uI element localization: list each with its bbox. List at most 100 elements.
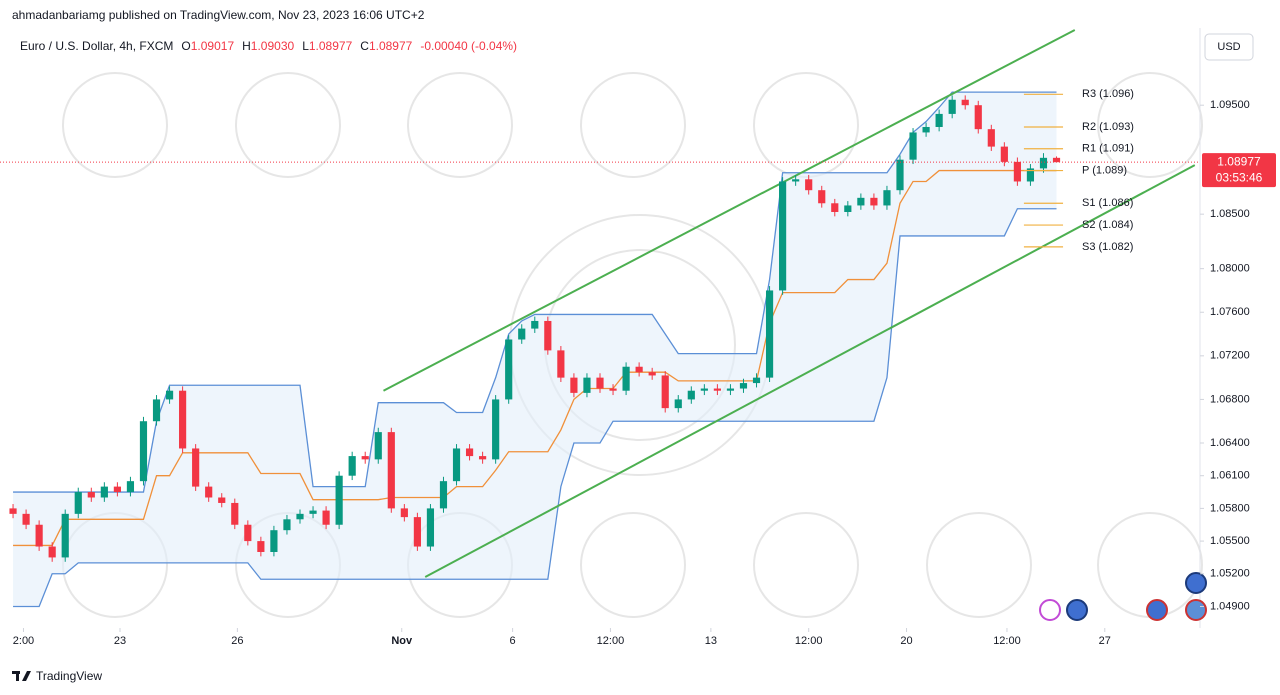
candle-body: [309, 510, 317, 514]
candle-body: [9, 508, 17, 514]
candle-body: [22, 513, 30, 525]
y-tick-label: 1.04900: [1210, 600, 1250, 612]
y-tick-label: 1.05500: [1210, 535, 1250, 547]
candle-body: [374, 432, 382, 460]
candle-body: [883, 190, 891, 206]
candle-body: [100, 486, 108, 498]
candle-body: [713, 388, 721, 391]
band-line: [13, 169, 1057, 547]
symbol: Euro / U.S. Dollar, 4h, FXCM: [20, 39, 173, 53]
y-tick-label: 1.06800: [1210, 393, 1250, 405]
candle-body: [387, 432, 395, 509]
candle-body: [413, 517, 421, 547]
candle-body: [831, 203, 839, 212]
countdown: 03:53:46: [1216, 170, 1263, 184]
candle-body: [283, 519, 291, 531]
candle-body: [87, 492, 95, 498]
y-tick-label: 1.05200: [1210, 568, 1250, 580]
change: -0.00040 (-0.04%): [420, 39, 517, 53]
last-price-box: [1202, 153, 1276, 188]
candle-body: [361, 456, 369, 460]
legend-value: 1.09017: [191, 39, 235, 53]
candle-body: [779, 181, 787, 291]
candle-body: [126, 481, 135, 493]
legend: Euro / U.S. Dollar, 4h, FXCM O1.09017 H1.0…: [20, 39, 517, 53]
x-tick-label: 26: [231, 635, 243, 647]
brand-logo: [12, 671, 31, 681]
candle-body: [218, 497, 226, 503]
candle-body: [113, 486, 121, 493]
currency[interactable]: USD: [1217, 41, 1240, 53]
candle-body: [544, 320, 552, 351]
candle-body: [1000, 146, 1008, 162]
pivot-label: S2 (1.084): [1082, 219, 1133, 231]
candle-body: [752, 377, 761, 384]
x-tick-label: 2:00: [13, 635, 34, 647]
y-tick-label: 1.09500: [1210, 99, 1250, 111]
legend-key: C: [360, 39, 369, 53]
band-line: [13, 91, 1057, 493]
candle-body: [922, 126, 930, 133]
candle-body: [818, 190, 826, 204]
x-tick-label: 23: [114, 635, 126, 647]
candle-body: [74, 492, 82, 514]
candle-body: [935, 113, 943, 127]
candle-body: [948, 99, 956, 114]
candle-body: [531, 320, 539, 329]
candle-body: [479, 456, 487, 460]
x-tick-label: 12:00: [993, 635, 1021, 647]
x-tick-label: Nov: [391, 635, 413, 647]
candle-body: [857, 197, 865, 206]
candle-body: [1052, 157, 1061, 163]
candle-body: [35, 524, 43, 547]
candle-body: [322, 510, 330, 525]
y-tick-label: 1.05800: [1210, 502, 1250, 514]
candle-body: [505, 339, 513, 400]
candle-body: [231, 502, 239, 525]
trend-line: [424, 164, 1196, 578]
candle-body: [896, 159, 904, 191]
x-tick-label: 12:00: [597, 635, 625, 647]
x-tick-label: 20: [900, 635, 912, 647]
candle-body: [609, 388, 617, 391]
candle-body: [570, 377, 578, 393]
candle-body: [1026, 168, 1035, 182]
candle-body: [635, 366, 643, 373]
event-icons: [1039, 572, 1207, 621]
candle-body: [987, 129, 995, 147]
candle-body: [648, 372, 656, 376]
plot-area: [9, 29, 1196, 608]
candle-body: [400, 508, 408, 518]
trend-line: [383, 29, 1076, 392]
channel-fill: [13, 92, 1057, 607]
candle-body: [165, 390, 174, 400]
candle-body: [452, 448, 461, 482]
pivot-label: R2 (1.093): [1082, 121, 1134, 133]
legend-value: 1.08977: [309, 39, 353, 53]
candle-body: [1039, 157, 1048, 169]
brand: TradingView: [36, 669, 102, 683]
x-tick-label: 6: [510, 635, 516, 647]
x-tick-label: 27: [1099, 635, 1111, 647]
y-tick-label: 1.07600: [1210, 306, 1250, 318]
last-price-label: 1.08977: [1217, 154, 1261, 168]
legend-value: 1.09030: [251, 39, 295, 53]
candle-body: [270, 530, 278, 552]
candle-body: [296, 513, 304, 520]
candle-body: [909, 132, 917, 160]
candle-body: [152, 399, 161, 422]
candle-body: [192, 448, 200, 487]
candle-body: [792, 179, 800, 182]
candle-body: [426, 508, 435, 547]
pivot-label: P (1.089): [1082, 164, 1127, 176]
candle-body: [257, 541, 265, 552]
currency-box[interactable]: [1204, 33, 1254, 61]
candle-body: [765, 290, 774, 378]
y-tick-label: 1.08000: [1210, 263, 1250, 275]
candle-body: [205, 486, 213, 498]
candle-body: [439, 481, 448, 509]
candle-body: [974, 105, 982, 130]
candle-body: [335, 475, 343, 525]
candle-body: [583, 377, 591, 393]
candle-body: [139, 421, 148, 482]
